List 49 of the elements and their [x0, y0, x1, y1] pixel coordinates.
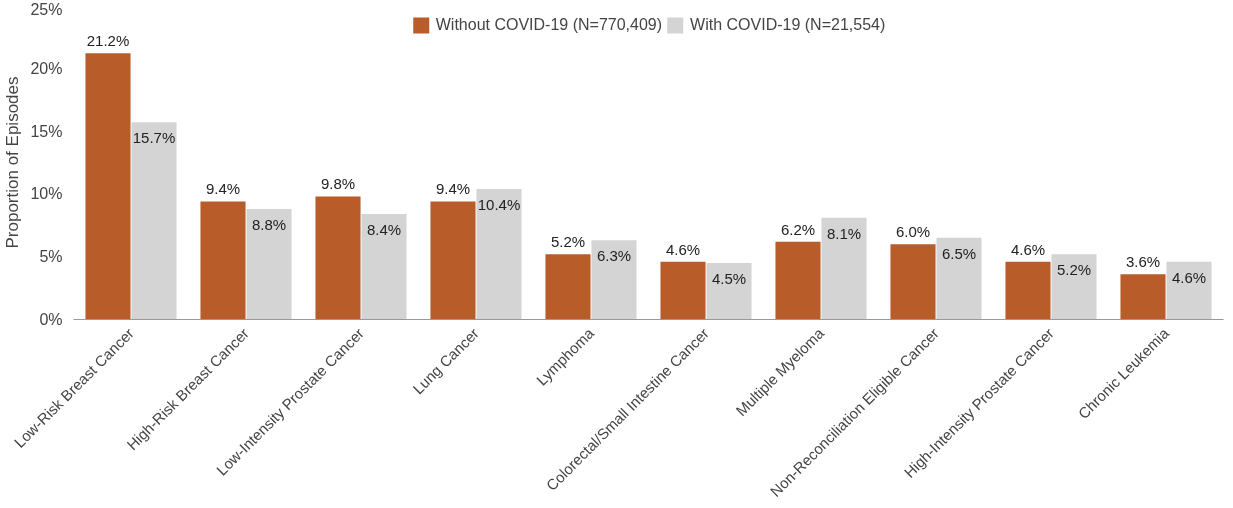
y-tick-label: 25%	[30, 0, 63, 18]
data-label: 6.3%	[596, 247, 632, 265]
data-label: 4.6%	[1171, 268, 1207, 286]
data-label: 3.6%	[1125, 253, 1161, 271]
bar	[361, 214, 407, 320]
data-label: 5.2%	[550, 233, 586, 251]
bar	[1005, 261, 1051, 320]
bar	[85, 53, 131, 320]
y-tick-label: 15%	[30, 122, 63, 140]
y-tick-label: 0%	[39, 311, 63, 328]
bar	[430, 201, 476, 320]
y-tick-label: 20%	[30, 59, 63, 77]
bar	[200, 201, 246, 320]
data-label: 21.2%	[86, 32, 130, 50]
bar	[660, 261, 706, 320]
bar	[1051, 254, 1097, 320]
data-label: 6.0%	[895, 223, 931, 241]
data-label: 8.8%	[251, 215, 287, 233]
y-tick-label: 5%	[39, 248, 63, 266]
y-axis-title: Proportion of Episodes	[3, 76, 23, 249]
bar	[591, 240, 637, 320]
data-label: 6.5%	[941, 244, 977, 262]
data-label: 4.5%	[711, 269, 747, 287]
bar	[476, 188, 522, 320]
data-label: 9.4%	[435, 180, 471, 198]
bar	[246, 208, 292, 320]
bar	[775, 241, 821, 320]
bar	[821, 217, 867, 320]
data-label: 8.1%	[826, 224, 862, 242]
bar	[936, 237, 982, 320]
bar	[1120, 274, 1166, 320]
bar	[315, 196, 361, 320]
data-label: 6.2%	[780, 220, 816, 238]
data-label: 4.6%	[665, 240, 701, 258]
bar	[890, 244, 936, 320]
data-label: 8.4%	[366, 221, 402, 238]
data-label: 15.7%	[132, 129, 176, 147]
legend-label: With COVID-19 (N=21,554)	[690, 16, 886, 34]
data-label: 9.4%	[205, 180, 241, 198]
y-tick-label: 10%	[30, 185, 63, 203]
bar	[131, 122, 177, 320]
bar	[545, 254, 591, 320]
bar	[1166, 261, 1212, 320]
data-label: 10.4%	[477, 195, 521, 213]
legend-label: Without COVID-19 (N=770,409)	[435, 16, 663, 34]
bar	[706, 262, 752, 320]
data-label: 5.2%	[1056, 261, 1092, 279]
data-label: 9.8%	[320, 175, 356, 193]
data-label: 4.6%	[1010, 240, 1046, 258]
